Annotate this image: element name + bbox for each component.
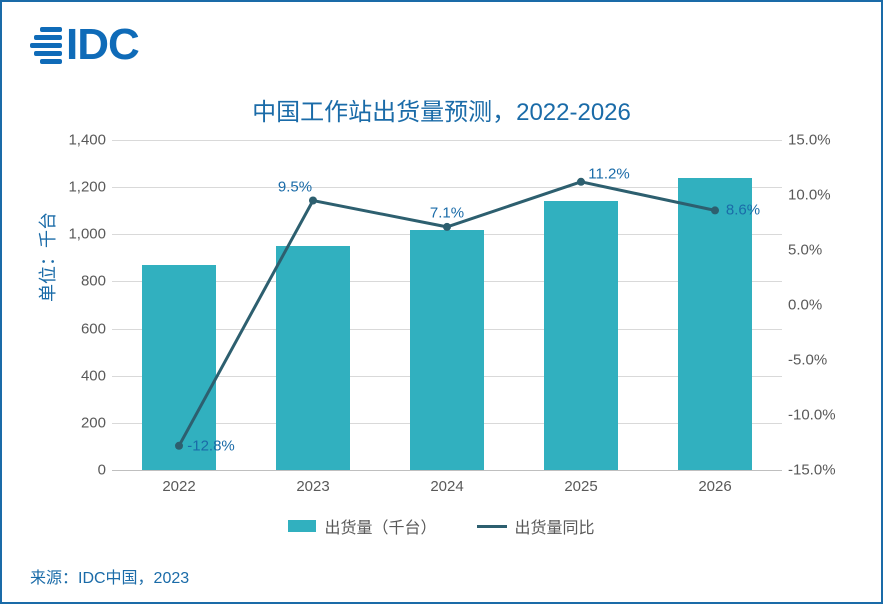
y-tick-left: 800 <box>81 273 106 290</box>
legend-label-line: 出货量同比 <box>515 514 595 538</box>
x-tick-label: 2022 <box>162 478 195 495</box>
y-tick-left: 200 <box>81 414 106 431</box>
line-series <box>112 140 782 470</box>
y-tick-left: 600 <box>81 320 106 337</box>
idc-logo: IDC <box>30 20 139 70</box>
x-tick-label: 2024 <box>430 478 463 495</box>
y-axis-left-label: 单位：千台 <box>34 212 60 302</box>
x-tick-label: 2025 <box>564 478 597 495</box>
idc-logo-text: IDC <box>66 20 139 70</box>
legend-swatch-line <box>477 525 507 528</box>
y-tick-left: 0 <box>98 462 106 479</box>
legend-label-bar: 出货量（千台） <box>324 514 436 538</box>
legend-item-bar: 出货量（千台） <box>288 514 436 538</box>
chart-frame: IDC 中国工作站出货量预测，2022-2026 单位：千台 020040060… <box>0 0 883 604</box>
y-tick-right: -10.0% <box>788 407 836 424</box>
y-tick-right: -5.0% <box>788 352 827 369</box>
x-tick-label: 2026 <box>698 478 731 495</box>
y-tick-left: 1,200 <box>68 179 106 196</box>
source-text: 来源：IDC中国，2023 <box>30 564 189 588</box>
idc-logo-bars <box>30 27 62 64</box>
y-tick-right: -15.0% <box>788 462 836 479</box>
legend-swatch-bar <box>288 520 316 532</box>
legend: 出货量（千台） 出货量同比 <box>2 514 881 538</box>
y-tick-right: 0.0% <box>788 297 822 314</box>
y-tick-left: 400 <box>81 367 106 384</box>
y-tick-right: 15.0% <box>788 132 831 149</box>
line-data-label: 8.6% <box>726 202 760 219</box>
line-data-label: 11.2% <box>588 165 629 182</box>
x-axis <box>112 470 782 471</box>
chart-title: 中国工作站出货量预测，2022-2026 <box>2 92 881 127</box>
y-tick-right: 10.0% <box>788 187 831 204</box>
legend-item-line: 出货量同比 <box>477 514 595 538</box>
y-tick-left: 1,000 <box>68 226 106 243</box>
y-tick-left: 1,400 <box>68 132 106 149</box>
chart-plot-area: 02004006008001,0001,2001,400-15.0%-10.0%… <box>112 140 782 470</box>
line-data-label: 7.1% <box>430 204 464 221</box>
line-data-label: 9.5% <box>278 178 312 195</box>
y-tick-right: 5.0% <box>788 242 822 259</box>
line-data-label: -12.8% <box>187 437 235 454</box>
x-tick-label: 2023 <box>296 478 329 495</box>
